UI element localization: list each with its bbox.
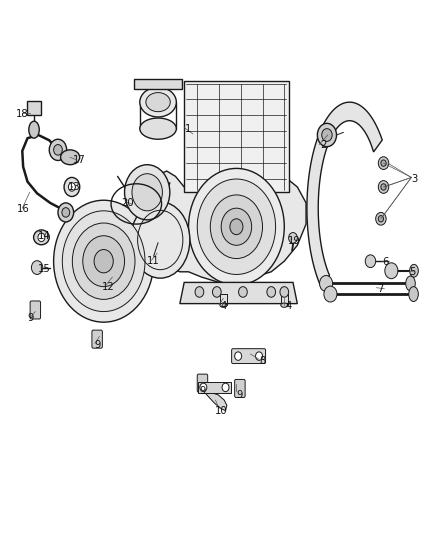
Circle shape bbox=[255, 352, 262, 360]
Ellipse shape bbox=[220, 303, 227, 308]
Circle shape bbox=[38, 233, 45, 241]
Circle shape bbox=[64, 177, 80, 197]
Circle shape bbox=[94, 249, 113, 273]
Ellipse shape bbox=[146, 93, 170, 112]
Ellipse shape bbox=[406, 276, 415, 291]
Text: 3: 3 bbox=[412, 174, 418, 184]
Ellipse shape bbox=[131, 202, 190, 278]
Circle shape bbox=[267, 287, 276, 297]
FancyBboxPatch shape bbox=[27, 101, 42, 115]
Circle shape bbox=[53, 144, 62, 155]
Text: 15: 15 bbox=[38, 264, 50, 274]
Circle shape bbox=[381, 184, 386, 190]
Circle shape bbox=[235, 352, 242, 360]
Polygon shape bbox=[202, 390, 227, 411]
Text: 17: 17 bbox=[72, 156, 85, 165]
Circle shape bbox=[49, 139, 67, 160]
Circle shape bbox=[58, 203, 74, 222]
FancyBboxPatch shape bbox=[134, 79, 182, 89]
Ellipse shape bbox=[410, 264, 418, 277]
Circle shape bbox=[195, 287, 204, 297]
Ellipse shape bbox=[140, 87, 177, 117]
Circle shape bbox=[320, 276, 332, 292]
Text: 4: 4 bbox=[286, 301, 292, 311]
Text: 9: 9 bbox=[237, 390, 243, 400]
FancyBboxPatch shape bbox=[232, 349, 265, 364]
Circle shape bbox=[72, 223, 135, 300]
Text: 14: 14 bbox=[38, 231, 50, 241]
Text: 16: 16 bbox=[17, 204, 29, 214]
Polygon shape bbox=[132, 160, 306, 282]
Circle shape bbox=[62, 208, 70, 217]
Text: 19: 19 bbox=[287, 236, 300, 246]
Ellipse shape bbox=[60, 150, 80, 165]
Text: 11: 11 bbox=[147, 256, 160, 266]
Circle shape bbox=[280, 287, 289, 297]
Text: 5: 5 bbox=[410, 267, 416, 277]
Text: 7: 7 bbox=[377, 284, 383, 294]
Circle shape bbox=[62, 211, 145, 312]
Text: 20: 20 bbox=[121, 198, 134, 208]
Circle shape bbox=[381, 160, 386, 166]
Circle shape bbox=[221, 208, 252, 245]
Circle shape bbox=[324, 286, 337, 302]
Circle shape bbox=[322, 128, 332, 141]
FancyBboxPatch shape bbox=[184, 81, 289, 192]
Polygon shape bbox=[180, 282, 297, 304]
Circle shape bbox=[83, 236, 124, 287]
Text: 9: 9 bbox=[94, 340, 100, 350]
Text: 8: 8 bbox=[259, 356, 266, 366]
FancyBboxPatch shape bbox=[30, 301, 41, 319]
Text: 2: 2 bbox=[320, 140, 327, 150]
Text: 10: 10 bbox=[215, 406, 228, 416]
Text: 18: 18 bbox=[16, 109, 28, 119]
Text: 1: 1 bbox=[185, 124, 192, 134]
Circle shape bbox=[222, 383, 229, 392]
Circle shape bbox=[197, 179, 276, 274]
Circle shape bbox=[239, 287, 247, 297]
FancyBboxPatch shape bbox=[197, 374, 208, 392]
Circle shape bbox=[318, 123, 336, 147]
Circle shape bbox=[32, 261, 43, 274]
Ellipse shape bbox=[281, 303, 288, 308]
Ellipse shape bbox=[409, 287, 418, 302]
Circle shape bbox=[376, 213, 386, 225]
Circle shape bbox=[289, 232, 297, 243]
Circle shape bbox=[188, 168, 284, 285]
FancyBboxPatch shape bbox=[235, 379, 245, 398]
Circle shape bbox=[230, 219, 243, 235]
Circle shape bbox=[385, 263, 398, 279]
Circle shape bbox=[212, 287, 221, 297]
Text: 9: 9 bbox=[28, 313, 34, 324]
Circle shape bbox=[124, 165, 170, 220]
Ellipse shape bbox=[140, 118, 177, 139]
Circle shape bbox=[378, 157, 389, 169]
Text: 4: 4 bbox=[220, 301, 226, 311]
Text: 13: 13 bbox=[68, 182, 81, 192]
Circle shape bbox=[53, 200, 154, 322]
Ellipse shape bbox=[29, 121, 39, 138]
FancyBboxPatch shape bbox=[198, 382, 231, 393]
Circle shape bbox=[378, 181, 389, 193]
Text: 12: 12 bbox=[102, 281, 114, 292]
Circle shape bbox=[210, 195, 262, 259]
Circle shape bbox=[365, 255, 376, 268]
FancyBboxPatch shape bbox=[92, 330, 102, 348]
Text: 6: 6 bbox=[382, 257, 389, 267]
Text: 9: 9 bbox=[199, 386, 206, 396]
Polygon shape bbox=[307, 102, 382, 289]
Circle shape bbox=[378, 216, 384, 222]
Circle shape bbox=[132, 174, 162, 211]
Circle shape bbox=[68, 183, 75, 191]
Circle shape bbox=[200, 383, 207, 392]
Ellipse shape bbox=[34, 230, 49, 245]
